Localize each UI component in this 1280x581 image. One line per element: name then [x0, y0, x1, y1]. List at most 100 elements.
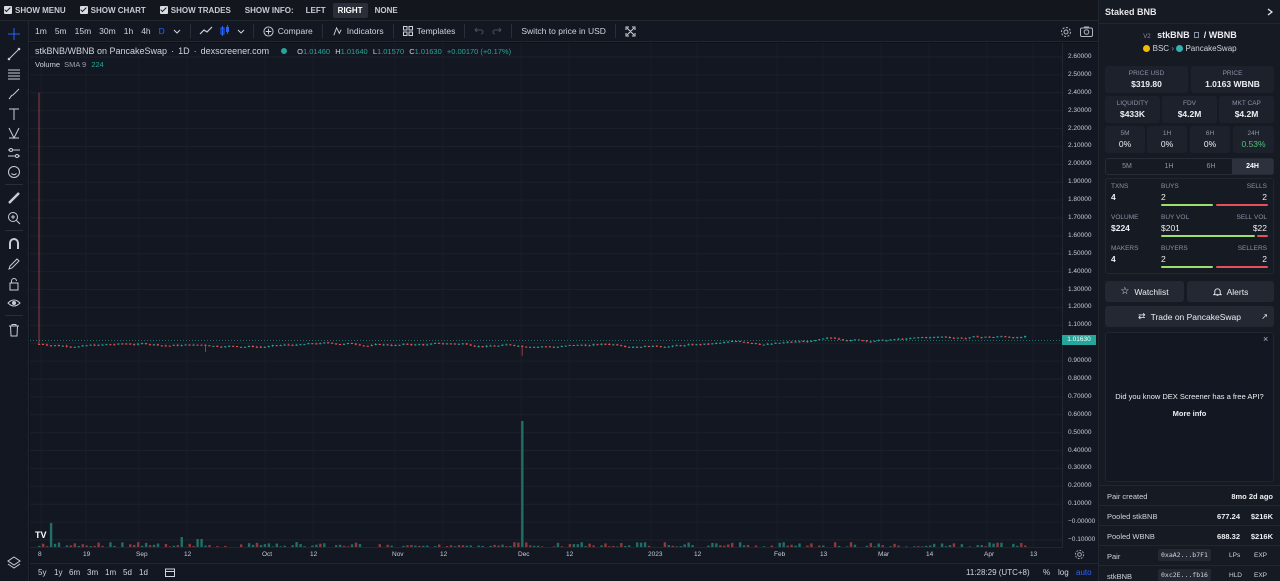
eye-icon[interactable]: [7, 296, 21, 310]
explorer-link[interactable]: EXP: [1254, 552, 1268, 559]
info-option-right[interactable]: RIGHT: [332, 2, 368, 18]
volume-bar: [1016, 545, 1019, 547]
close-icon[interactable]: ×: [1263, 334, 1269, 344]
interval-1d[interactable]: D: [158, 26, 165, 36]
show-trades-toggle[interactable]: SHOW TRADES: [159, 6, 231, 15]
price-chart[interactable]: [30, 43, 1098, 581]
interval-1h[interactable]: 1h: [123, 26, 134, 36]
lock-icon[interactable]: [7, 277, 21, 291]
chart-canvas[interactable]: [30, 43, 1098, 563]
pair-created-row: Pair created 8mo 2d ago: [1099, 485, 1280, 505]
interval-15m[interactable]: 15m: [74, 26, 92, 36]
emoji-icon[interactable]: [7, 165, 21, 179]
zoom-in-icon[interactable]: [7, 211, 21, 225]
percent-toggle[interactable]: %: [1043, 568, 1051, 577]
tradingview-logo[interactable]: TV: [35, 530, 47, 540]
copy-icon[interactable]: [1194, 32, 1200, 38]
candle-body: [972, 336, 975, 338]
range-1d[interactable]: 1d: [139, 568, 148, 577]
volume-bar: [778, 542, 781, 547]
compare-button[interactable]: Compare: [259, 25, 317, 37]
volume-bar: [445, 546, 449, 547]
candle-body: [192, 344, 195, 346]
interval-4h[interactable]: 4h: [141, 26, 151, 36]
makers-value: 4: [1111, 254, 1116, 264]
price-axis[interactable]: 2.60000 2.50000 2.40000 2.30000 2.20000 2.100…: [1062, 43, 1098, 548]
range-5y[interactable]: 5y: [38, 568, 47, 577]
candle-body: [453, 343, 456, 345]
volume-bar: [109, 542, 112, 547]
horizontal-lines-icon[interactable]: [7, 67, 21, 81]
last-price-tag: 1.01630: [1062, 335, 1096, 346]
range-1m[interactable]: 1m: [105, 568, 117, 577]
crosshair-icon[interactable]: [7, 27, 21, 41]
trend-line-icon[interactable]: [7, 47, 21, 61]
lps-link[interactable]: LPs: [1229, 552, 1241, 559]
watchlist-button[interactable]: ☆ Watchlist: [1105, 281, 1184, 302]
indicators-button[interactable]: Indicators: [328, 26, 388, 37]
interval-1m[interactable]: 1m: [35, 26, 47, 36]
range-6m[interactable]: 6m: [69, 568, 81, 577]
prediction-icon[interactable]: [7, 146, 21, 160]
volume-bar: [449, 545, 453, 547]
candle-body: [691, 344, 694, 346]
chevron-right-icon[interactable]: [1266, 8, 1274, 16]
y-tick-label: 0.60000: [1068, 410, 1092, 418]
show-chart-toggle[interactable]: SHOW CHART: [79, 6, 146, 15]
line-chart-icon[interactable]: [199, 26, 213, 36]
pattern-icon[interactable]: [7, 126, 21, 140]
range-3m[interactable]: 3m: [87, 568, 99, 577]
auto-toggle[interactable]: auto: [1076, 568, 1092, 577]
interval-5m[interactable]: 5m: [54, 26, 67, 36]
volume-bar: [346, 546, 350, 547]
log-toggle[interactable]: log: [1058, 568, 1069, 577]
x-tick-label: 13: [820, 551, 828, 558]
interval-30m[interactable]: 30m: [99, 26, 116, 36]
dex-name[interactable]: PancakeSwap: [1185, 44, 1237, 53]
calendar-icon[interactable]: [165, 568, 175, 577]
axis-settings-icon[interactable]: [1074, 549, 1085, 560]
info-option-none[interactable]: NONE: [374, 5, 398, 15]
text-icon[interactable]: [7, 107, 21, 121]
clock-time[interactable]: 11:28:29 (UTC+8): [966, 568, 1030, 577]
candle-body: [921, 337, 924, 339]
trash-icon[interactable]: [7, 323, 21, 337]
token-name: Staked BNB: [1105, 6, 1157, 17]
brush-icon[interactable]: [7, 87, 21, 101]
candle-body: [659, 346, 662, 348]
range-1y[interactable]: 1y: [54, 568, 63, 577]
magnet-icon[interactable]: [7, 237, 21, 251]
chevron-down-icon[interactable]: [237, 27, 245, 35]
buy-vol-label: BUY VOL: [1161, 214, 1190, 221]
camera-icon[interactable]: [1080, 26, 1093, 37]
undo-icon[interactable]: [474, 26, 484, 36]
time-axis[interactable]: 8 19 Sep 12 Oct 12 Nov 12 Dec 12 2023 12 Feb 13 Mar 14 A…: [30, 547, 1062, 563]
token-address-chip[interactable]: 0xc2E...fb16: [1158, 569, 1211, 581]
trade-on-dex-button[interactable]: ⇄ Trade on PancakeSwap ↗: [1105, 306, 1274, 327]
range-5d[interactable]: 5d: [123, 568, 132, 577]
show-menu-toggle[interactable]: SHOW MENU: [4, 6, 66, 15]
tab-6h[interactable]: 6H: [1206, 163, 1216, 170]
templates-button[interactable]: Templates: [399, 26, 460, 36]
redo-icon[interactable]: [492, 26, 503, 36]
tab-1h[interactable]: 1H: [1164, 163, 1174, 170]
explorer-link[interactable]: EXP: [1254, 572, 1268, 579]
candlestick-icon[interactable]: [219, 25, 231, 37]
info-option-left[interactable]: LEFT: [305, 5, 326, 15]
alerts-button[interactable]: Alerts: [1187, 281, 1274, 302]
pencil-lock-icon[interactable]: [7, 257, 21, 271]
candle-body: [940, 336, 944, 338]
holders-link[interactable]: HLD: [1229, 572, 1243, 579]
ruler-icon[interactable]: [7, 191, 21, 205]
layers-icon[interactable]: [7, 556, 21, 570]
settings-gear-icon[interactable]: [1060, 26, 1072, 38]
tab-5m[interactable]: 5M: [1122, 163, 1132, 170]
pair-address-chip[interactable]: 0xaA2...b7F1: [1158, 549, 1211, 561]
chain-name[interactable]: BSC: [1152, 44, 1170, 53]
fullscreen-icon[interactable]: [625, 26, 636, 37]
indicators-icon: [333, 26, 342, 35]
tab-24h[interactable]: 24H: [1232, 159, 1273, 174]
chevron-down-icon[interactable]: [173, 27, 181, 35]
switch-price-usd-button[interactable]: Switch to price in USD: [521, 26, 606, 36]
ad-more-info-link[interactable]: More info: [1172, 409, 1207, 418]
